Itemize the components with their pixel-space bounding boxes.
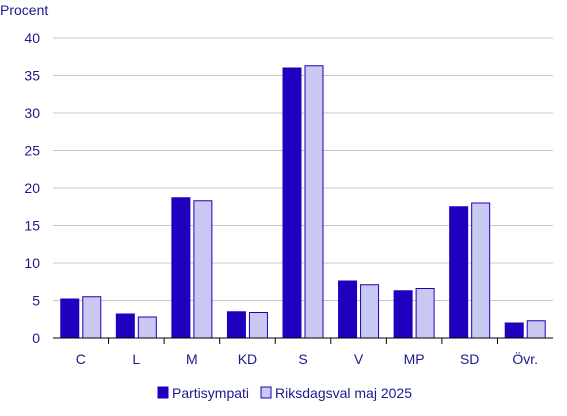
y-tick-label: 0: [32, 330, 40, 346]
bars: [60, 65, 546, 339]
legend-label: Partisympati: [172, 385, 249, 401]
legend-swatch: [157, 386, 169, 399]
y-axis-label: Procent: [0, 2, 48, 18]
legend-label: Riksdagsval maj 2025: [275, 385, 412, 401]
bar-partisympati-6: [393, 290, 413, 339]
bar-partisympati-5: [338, 280, 358, 339]
bar-riksdagsval-6: [415, 288, 435, 339]
bar-partisympati-1: [115, 313, 135, 339]
bar-riksdagsval-4: [304, 65, 324, 339]
bar-riksdagsval-8: [526, 320, 546, 339]
x-tick-label: SD: [460, 351, 479, 367]
x-tick-label: M: [186, 351, 198, 367]
gridlines: [53, 37, 553, 301]
y-tick-label: 25: [24, 143, 40, 159]
y-tick-label: 5: [32, 293, 40, 309]
x-tick-label: MP: [404, 351, 425, 367]
x-tick-label: Övr.: [512, 350, 538, 367]
legend: Partisympati Riksdagsval maj 2025: [157, 385, 412, 401]
bar-partisympati-4: [282, 67, 302, 339]
bar-riksdagsval-7: [471, 202, 491, 339]
y-tick-label: 10: [24, 255, 40, 271]
x-tick-label: V: [354, 351, 364, 367]
y-tick-label: 15: [24, 218, 40, 234]
bar-partisympati-2: [171, 197, 191, 339]
legend-swatch: [260, 386, 272, 399]
bar-riksdagsval-2: [193, 200, 213, 339]
x-tick-label: KD: [238, 351, 257, 367]
bar-partisympati-0: [60, 298, 80, 339]
bar-riksdagsval-5: [360, 284, 380, 339]
bar-riksdagsval-3: [248, 312, 268, 339]
bar-riksdagsval-1: [137, 316, 157, 339]
x-tick-label: C: [76, 351, 86, 367]
y-tick-label: 40: [24, 30, 40, 46]
bar-partisympati-7: [449, 206, 469, 339]
bar-partisympati-8: [504, 322, 524, 339]
y-tick-label: 20: [24, 180, 40, 196]
bar-partisympati-3: [226, 311, 246, 339]
y-ticks: 0 5 10 15 20 25 30 35 40: [24, 30, 40, 346]
x-tick-label: S: [298, 351, 307, 367]
x-ticks: C L M KD S V MP SD Övr.: [76, 338, 538, 367]
y-tick-label: 35: [24, 68, 40, 84]
y-tick-label: 30: [24, 105, 40, 121]
x-tick-label: L: [132, 351, 140, 367]
bar-riksdagsval-0: [82, 296, 102, 339]
